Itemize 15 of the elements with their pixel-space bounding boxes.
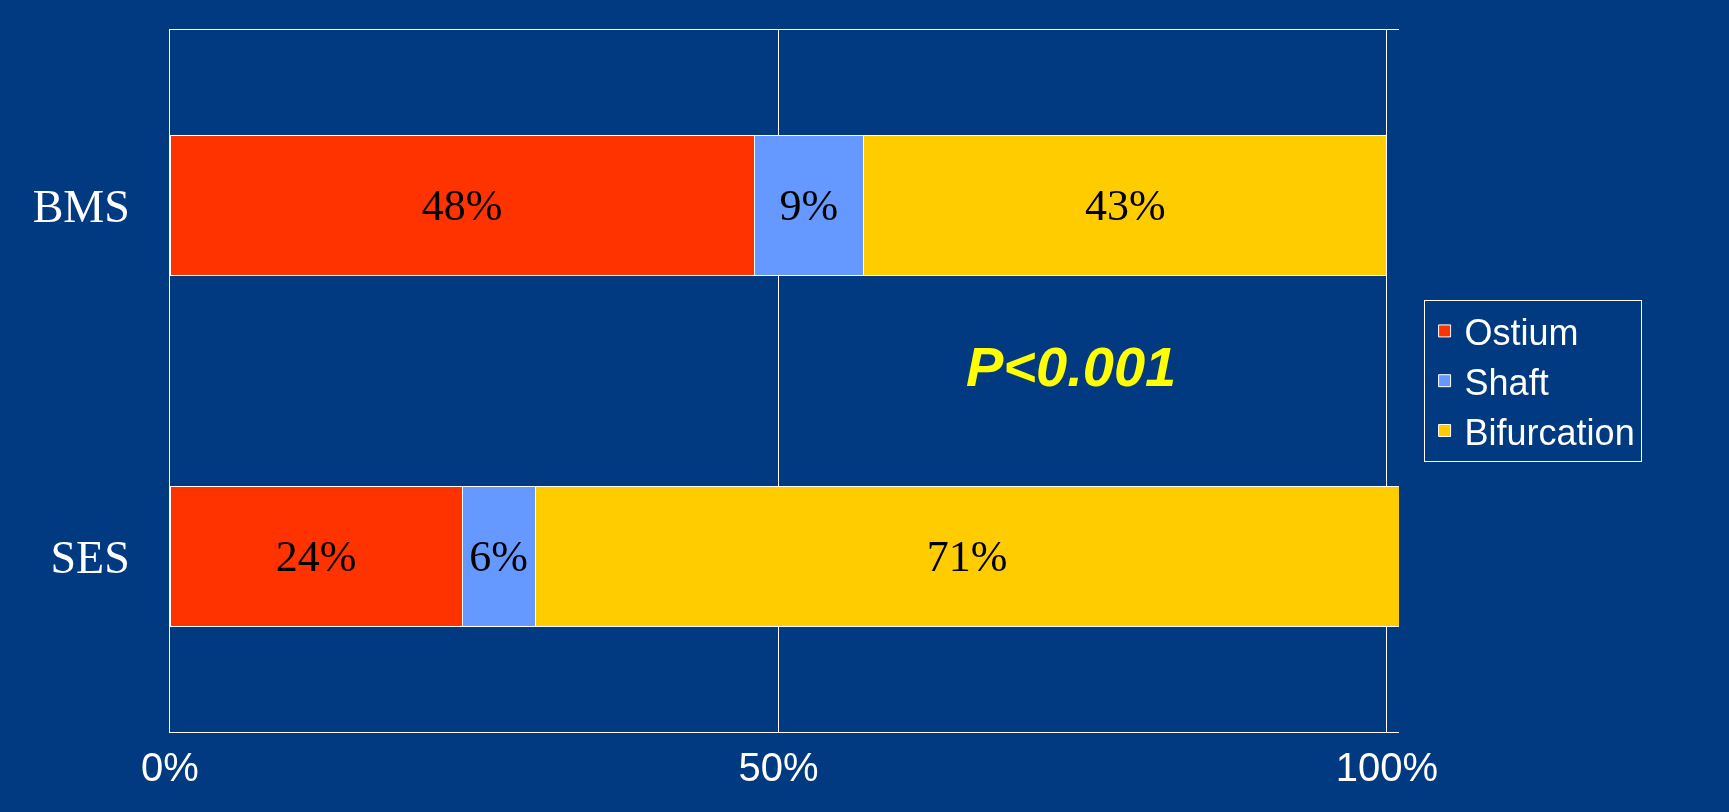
y-tick-label: BMS bbox=[32, 180, 130, 232]
annotation: P<0.001 bbox=[966, 335, 1177, 398]
legend-label: Shaft bbox=[1464, 361, 1549, 403]
legend-label: Ostium bbox=[1464, 311, 1579, 353]
data-label: 71% bbox=[926, 532, 1008, 581]
data-label: 24% bbox=[275, 532, 357, 581]
x-tick-label: 0% bbox=[141, 745, 199, 789]
data-label: 9% bbox=[779, 181, 839, 230]
y-tick-label: SES bbox=[50, 531, 130, 583]
data-label: 48% bbox=[421, 181, 503, 230]
legend-label: Bifurcation bbox=[1464, 411, 1635, 453]
x-tick-label: 50% bbox=[738, 745, 819, 789]
data-label: 43% bbox=[1084, 181, 1166, 230]
data-label: 6% bbox=[469, 532, 528, 581]
x-tick-label: 100% bbox=[1335, 745, 1438, 789]
